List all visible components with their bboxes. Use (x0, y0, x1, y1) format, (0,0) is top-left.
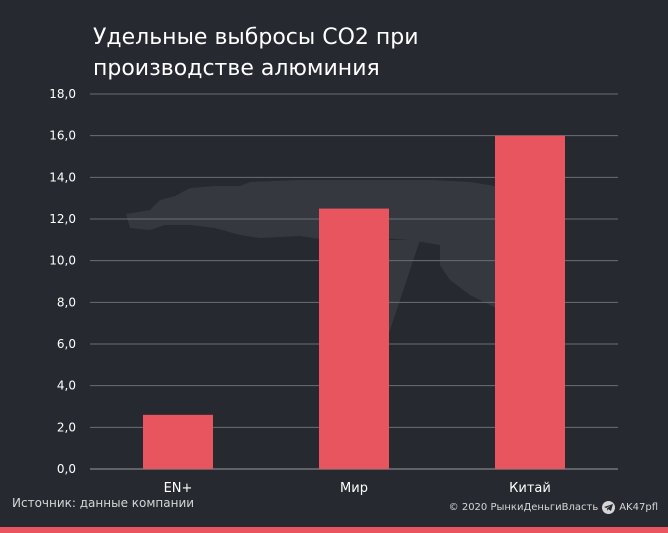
source-note: Источник: данные компании (12, 496, 195, 510)
y-tick-label: 16,0 (49, 129, 76, 143)
bar (319, 208, 389, 470)
y-tick-label: 0,0 (57, 462, 76, 476)
bar (143, 414, 213, 469)
y-tick-label: 12,0 (49, 212, 76, 226)
x-tick-label: EN+ (164, 481, 193, 496)
chart-title: Удельные выбросы CO2 при производстве ал… (93, 25, 419, 81)
y-tick-label: 10,0 (49, 254, 76, 268)
y-tick-label: 8,0 (57, 295, 76, 309)
y-tick-label: 18,0 (49, 87, 76, 101)
copyright-text: © 2020 РынкиДеньгиВласть (448, 502, 599, 513)
y-tick-label: 6,0 (57, 337, 76, 351)
channel-handle: AK47pfl (619, 502, 658, 513)
x-tick-label: Китай (509, 481, 551, 496)
y-tick-label: 2,0 (57, 420, 76, 434)
bar (495, 135, 565, 469)
y-tick-label: 14,0 (49, 170, 76, 184)
y-tick-label: 4,0 (57, 379, 76, 393)
bottom-accent-bar (0, 527, 668, 533)
copyright-line: © 2020 РынкиДеньгиВласть AK47pfl (449, 501, 658, 514)
telegram-icon (602, 501, 616, 514)
x-tick-label: Мир (340, 481, 368, 496)
